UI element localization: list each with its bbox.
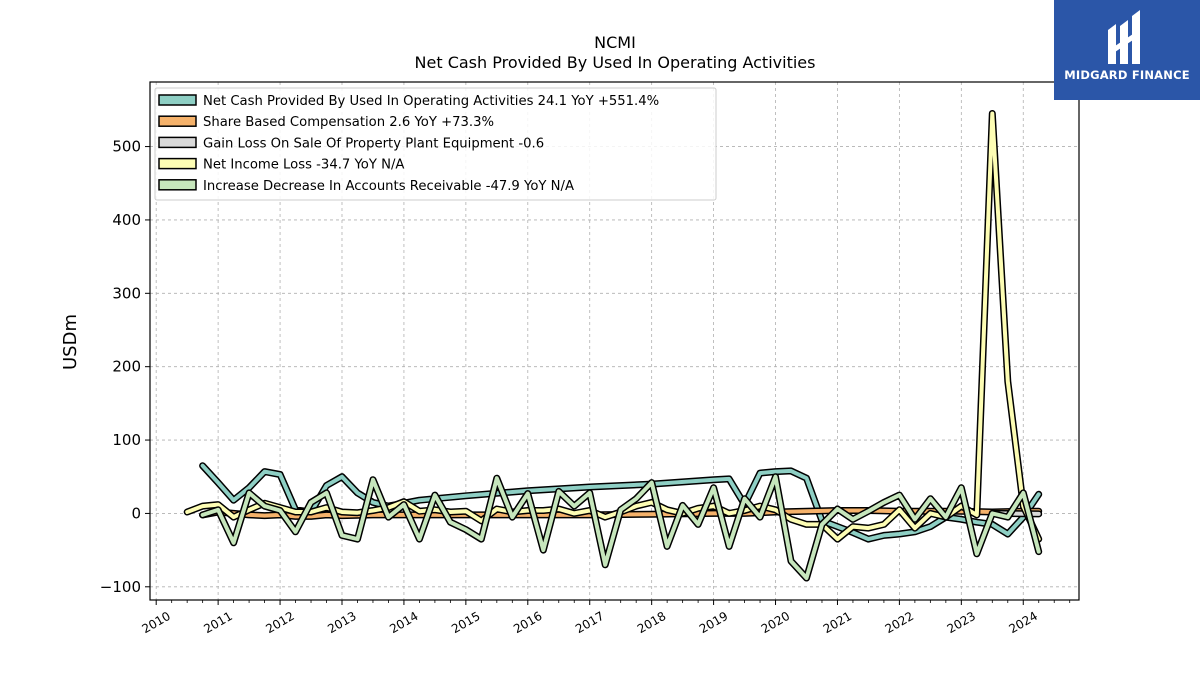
y-axis-label: USDm: [60, 314, 81, 370]
x-tick-label: 2015: [449, 609, 482, 636]
legend-label: Share Based Compensation 2.6 YoY +73.3%: [203, 115, 494, 130]
legend-label: Net Income Loss -34.7 YoY N/A: [203, 158, 404, 173]
x-tick-label: 2019: [697, 609, 730, 636]
legend-label: Increase Decrease In Accounts Receivable…: [203, 179, 574, 194]
chart-title: NCMI: [594, 33, 636, 52]
series-line-stroke: [200, 508, 1041, 519]
series-layer: [183, 110, 1043, 582]
legend-label: Net Cash Provided By Used In Operating A…: [203, 94, 659, 109]
x-tick-label: 2012: [263, 609, 296, 636]
legend-swatch: [158, 115, 197, 127]
plot-frame: [149, 81, 1080, 601]
axes-layer: −100 0 100 200 300 400 500 2010 2011 2012 2013 2014…: [100, 138, 1071, 636]
legend-label: Gain Loss On Sale Of Property Plant Equi…: [203, 136, 544, 151]
brand-mark-icon: [1108, 10, 1140, 64]
x-tick-label: 2011: [201, 609, 234, 636]
y-tick-label: 300: [112, 284, 141, 302]
x-tick-label: 2020: [759, 609, 792, 636]
legend: Net Cash Provided By Used In Operating A…: [154, 87, 717, 201]
legend-swatch: [158, 136, 197, 149]
x-tick-label: 2013: [325, 609, 358, 636]
legend-swatch: [158, 94, 197, 106]
y-tick-label: 0: [131, 504, 141, 522]
x-tick-label: 2022: [883, 609, 916, 636]
series-line: [199, 507, 1043, 520]
x-tick-label: 2018: [635, 609, 668, 636]
x-tick-label: 2024: [1007, 609, 1040, 636]
y-tick-label: 100: [112, 431, 141, 449]
legend-swatch: [158, 179, 197, 191]
series-line: [199, 473, 1043, 582]
brand-logo: MIDGARD FINANCE: [1054, 0, 1200, 100]
chart-subtitle: Net Cash Provided By Used In Operating A…: [415, 53, 816, 72]
legend-box: [154, 87, 717, 201]
brand-name: MIDGARD FINANCE: [1064, 68, 1190, 82]
y-tick-label: 400: [112, 211, 141, 229]
x-tick-label: 2014: [387, 609, 420, 636]
y-tick-label: 500: [112, 138, 141, 156]
y-tick-label: −100: [100, 578, 141, 596]
x-tick-label: 2021: [821, 609, 854, 636]
x-tick-label: 2016: [511, 609, 544, 636]
x-tick-label: 2017: [573, 609, 606, 636]
x-tick-label: 2010: [139, 609, 172, 636]
y-tick-label: 200: [112, 358, 141, 376]
legend-swatch: [158, 157, 197, 170]
series-line-stroke: [200, 474, 1041, 580]
x-tick-label: 2023: [945, 609, 978, 636]
